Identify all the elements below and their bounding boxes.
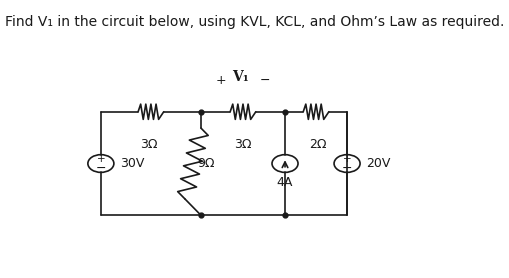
Text: 3Ω: 3Ω bbox=[140, 138, 157, 151]
Text: Find V₁ in the circuit below, using KVL, KCL, and Ohm’s Law as required.: Find V₁ in the circuit below, using KVL,… bbox=[5, 15, 504, 29]
Text: 20V: 20V bbox=[365, 157, 390, 170]
Text: +: + bbox=[215, 74, 226, 87]
Text: +: + bbox=[342, 154, 351, 164]
Text: −: − bbox=[259, 74, 270, 87]
Text: +: + bbox=[96, 154, 105, 164]
Text: 4A: 4A bbox=[276, 177, 293, 190]
Text: 2Ω: 2Ω bbox=[308, 138, 326, 151]
Text: 9Ω: 9Ω bbox=[196, 157, 214, 170]
Text: −: − bbox=[341, 162, 352, 175]
Text: −: − bbox=[96, 162, 106, 175]
Text: V₁: V₁ bbox=[232, 70, 249, 84]
Text: 3Ω: 3Ω bbox=[234, 138, 251, 151]
Text: 30V: 30V bbox=[120, 157, 144, 170]
